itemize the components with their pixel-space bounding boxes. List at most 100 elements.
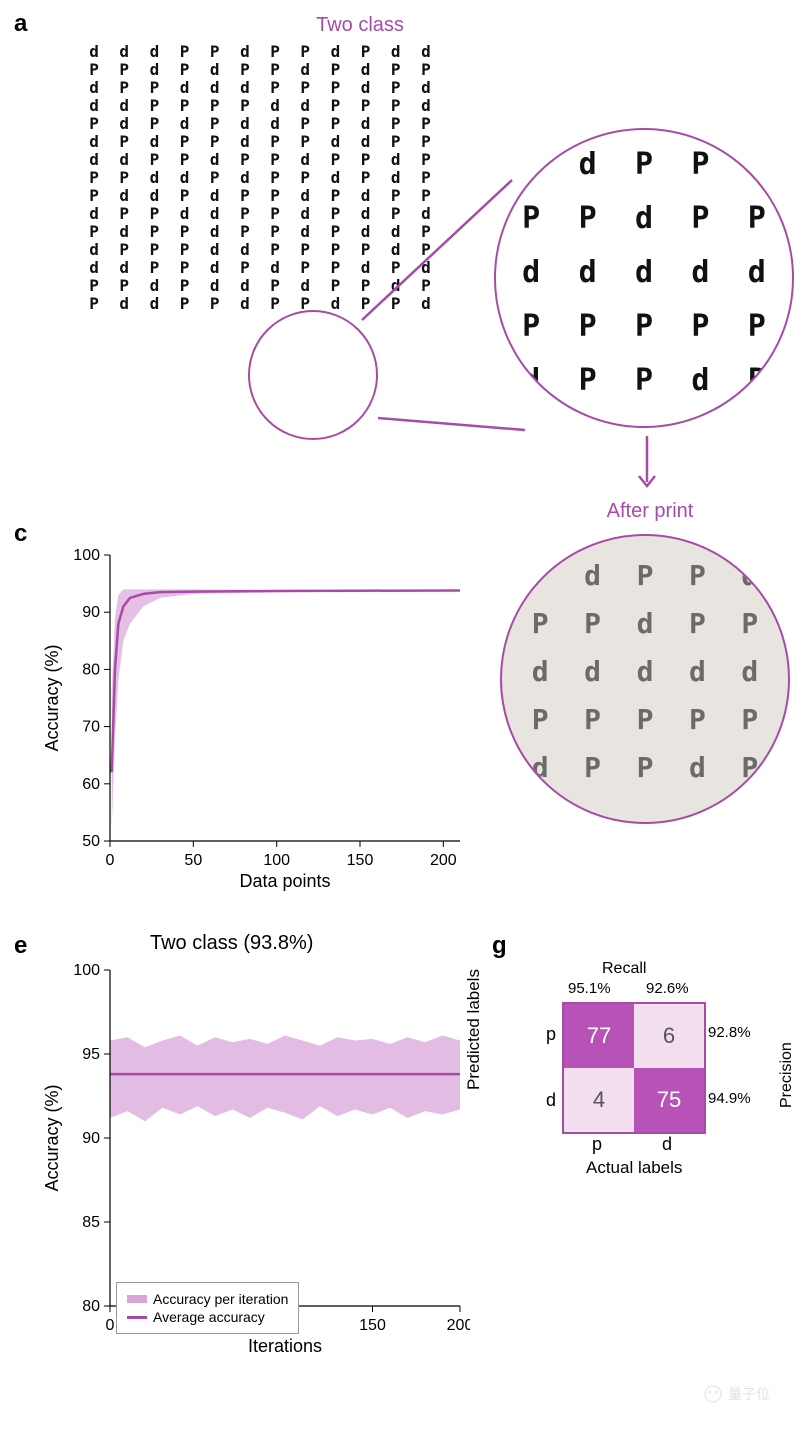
glyph-cell: P: [110, 62, 138, 78]
glyph-cell: d: [382, 224, 410, 240]
glyph-cell: P: [321, 206, 349, 222]
panel-e-title: Two class (93.8%): [150, 932, 313, 955]
glyph-cell: P: [412, 134, 440, 150]
glyph-cell: d: [321, 170, 349, 186]
glyph-cell: P: [261, 188, 289, 204]
glyph-cell: P: [321, 260, 349, 276]
glyph-cell: d: [291, 98, 319, 114]
glyph-cell: d: [170, 80, 198, 96]
glyph-cell: d: [291, 206, 319, 222]
glyph-cell: d: [261, 116, 289, 132]
glyph-cell: d: [140, 134, 168, 150]
glyph-cell: P: [351, 170, 379, 186]
glyph-cell: d: [110, 188, 138, 204]
zoom-grid: PdPPdPPdPPdddddPPPPPdPPdP: [504, 150, 784, 396]
glyph-cell: d: [110, 224, 138, 240]
glyph-cell: d: [412, 296, 440, 312]
glyph-cell: d: [110, 152, 138, 168]
svg-text:200: 200: [430, 852, 457, 869]
legend-average: Average accuracy: [127, 1309, 288, 1325]
glyph-cell: P: [231, 260, 259, 276]
svg-text:90: 90: [82, 604, 100, 621]
zoom-glyph-cell: d: [673, 258, 727, 288]
glyph-cell: d: [201, 62, 229, 78]
panel-e-label: e: [14, 932, 27, 960]
glyph-cell: P: [321, 116, 349, 132]
glyph-cell: P: [261, 278, 289, 294]
glyph-cell: d: [201, 152, 229, 168]
glyph-cell: P: [291, 260, 319, 276]
glyph-grid: dddPPdPPdPddPPdPdPPdPdPPdPPdddPPPdPdddPP…: [80, 44, 440, 312]
row-label-d: d: [546, 1090, 556, 1111]
glyph-cell: d: [291, 224, 319, 240]
watermark-text: 量子位: [728, 1384, 770, 1404]
glyph-cell: P: [291, 116, 319, 132]
zoom-glyph-cell: P: [560, 366, 614, 396]
svg-text:50: 50: [82, 833, 100, 850]
svg-text:Accuracy (%): Accuracy (%): [42, 1084, 62, 1191]
panel-a-label: a: [14, 10, 27, 38]
glyph-cell: P: [170, 296, 198, 312]
glyph-cell: P: [170, 98, 198, 114]
svg-text:85: 85: [82, 1214, 100, 1231]
glyph-cell: P: [321, 98, 349, 114]
glyph-cell: d: [321, 134, 349, 150]
zoom-glyph-cell: P: [730, 366, 784, 396]
glyph-cell: P: [412, 170, 440, 186]
glyph-cell: P: [291, 44, 319, 60]
glyph-cell: d: [110, 260, 138, 276]
glyph-cell: P: [321, 80, 349, 96]
glyph-cell: d: [140, 278, 168, 294]
glyph-cell: d: [412, 44, 440, 60]
print-grid: PdPPdPPdPPdddddPPPPPdPPdP: [515, 562, 775, 782]
glyph-cell: d: [291, 152, 319, 168]
zoom-glyph-cell: P: [617, 150, 671, 180]
zoom-glyph-cell: P: [673, 312, 727, 342]
glyph-cell: P: [321, 278, 349, 294]
glyph-cell: P: [351, 98, 379, 114]
glyph-cell: P: [140, 260, 168, 276]
glyph-cell: d: [170, 170, 198, 186]
legend-swatch-band: [127, 1295, 147, 1303]
print-glyph-cell: P: [672, 562, 722, 590]
print-glyph-cell: P: [620, 562, 670, 590]
glyph-cell: P: [412, 224, 440, 240]
glyph-cell: P: [140, 242, 168, 258]
zoom-glyph-cell: d: [504, 366, 558, 396]
glyph-cell: P: [170, 224, 198, 240]
glyph-cell: d: [351, 206, 379, 222]
glyph-cell: P: [170, 152, 198, 168]
glyph-cell: P: [412, 152, 440, 168]
glyph-cell: d: [140, 188, 168, 204]
glyph-cell: P: [321, 224, 349, 240]
glyph-cell: P: [110, 170, 138, 186]
glyph-cell: P: [201, 44, 229, 60]
glyph-cell: P: [201, 296, 229, 312]
print-glyph-cell: P: [725, 754, 775, 782]
panel-g-label: g: [492, 932, 507, 960]
glyph-cell: P: [80, 188, 108, 204]
glyph-cell: P: [412, 278, 440, 294]
svg-text:95: 95: [82, 1046, 100, 1063]
glyph-cell: d: [140, 62, 168, 78]
glyph-cell: d: [201, 260, 229, 276]
print-glyph-cell: d: [672, 658, 722, 686]
glyph-cell: d: [201, 224, 229, 240]
glyph-cell: d: [110, 98, 138, 114]
svg-text:150: 150: [359, 1317, 386, 1334]
glyph-cell: d: [231, 134, 259, 150]
glyph-cell: d: [351, 134, 379, 150]
print-glyph-cell: d: [725, 658, 775, 686]
row-label-p: p: [546, 1024, 556, 1045]
zoom-glyph-cell: P: [617, 312, 671, 342]
zoom-glyph-cell: d: [617, 258, 671, 288]
glyph-cell: P: [351, 242, 379, 258]
glyph-cell: P: [80, 62, 108, 78]
glyph-cell: d: [291, 62, 319, 78]
print-glyph-cell: P: [672, 706, 722, 734]
glyph-cell: P: [140, 206, 168, 222]
watermark-icon: [704, 1385, 722, 1403]
glyph-cell: P: [140, 80, 168, 96]
glyph-cell: d: [382, 242, 410, 258]
predicted-labels-axis: Predicted labels: [464, 969, 484, 1090]
